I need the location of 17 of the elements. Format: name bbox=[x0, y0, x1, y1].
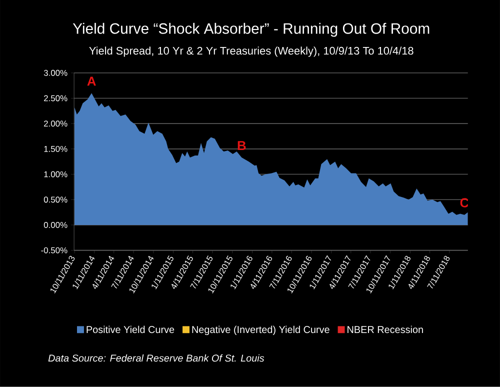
legend-label: Positive Yield Curve bbox=[86, 326, 174, 334]
chart-subtitle: Yield Spread, 10 Yr & 2 Yr Treasuries (Weekly), 10/9/13 To 10/4/18 bbox=[89, 46, 414, 57]
legend-label: NBER Recession bbox=[348, 326, 423, 334]
y-tick-label: 0.00% bbox=[44, 222, 68, 228]
annotation: A bbox=[87, 76, 96, 86]
y-tick-label: 1.50% bbox=[44, 146, 68, 152]
y-tick-label: 2.00% bbox=[44, 120, 68, 127]
y-tick-label: -0.50% bbox=[41, 247, 68, 254]
y-tick-label: 1.00% bbox=[44, 171, 68, 178]
y-tick-label: 0.50% bbox=[44, 196, 68, 203]
y-tick-label: 2.50% bbox=[44, 95, 68, 102]
chart-title: Yield Curve “Shock Absorber” - Running Out Of Room bbox=[72, 22, 430, 37]
legend-label: Negative (Inverted) Yield Curve bbox=[192, 326, 330, 336]
text: Data Source: Federal Reserve Bank Of St. Louis bbox=[48, 354, 264, 362]
y-tick-label: 3.00% bbox=[44, 70, 68, 76]
annotation: B bbox=[238, 141, 246, 150]
annotation: C bbox=[460, 198, 469, 208]
